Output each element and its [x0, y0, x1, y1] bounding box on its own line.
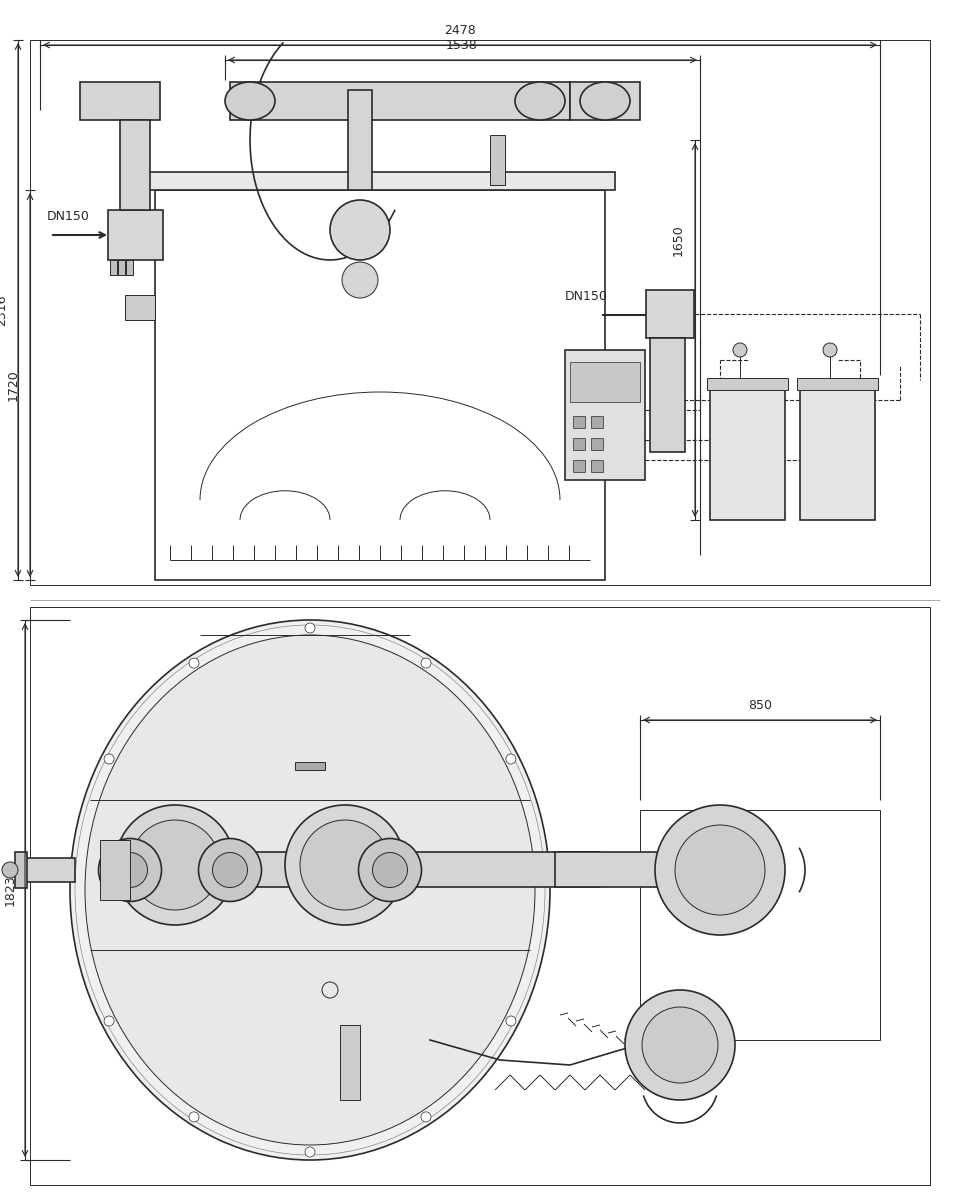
Circle shape [625, 990, 735, 1100]
Circle shape [98, 839, 161, 901]
Bar [126, 260, 133, 275]
Ellipse shape [515, 82, 565, 120]
Bar [15, 852, 27, 888]
Circle shape [330, 200, 390, 260]
Text: DN150: DN150 [47, 210, 90, 223]
Bar [145, 172, 615, 190]
Bar [110, 260, 117, 275]
Bar [100, 840, 130, 900]
Circle shape [506, 1016, 516, 1026]
Circle shape [189, 1112, 199, 1122]
Bar [340, 1025, 360, 1100]
Bar [640, 810, 880, 1040]
Bar [591, 438, 603, 450]
Bar [25, 858, 75, 882]
Circle shape [421, 658, 431, 668]
Circle shape [655, 805, 785, 935]
Bar [591, 460, 603, 472]
Text: 1823: 1823 [4, 874, 17, 906]
Bar [120, 852, 600, 887]
Circle shape [305, 623, 315, 634]
Circle shape [675, 826, 765, 914]
Circle shape [421, 1112, 431, 1122]
Circle shape [372, 852, 408, 888]
Circle shape [2, 862, 18, 878]
Bar [573, 460, 585, 472]
Circle shape [113, 852, 147, 888]
Bar [30, 607, 930, 1186]
Circle shape [642, 1007, 718, 1082]
Ellipse shape [225, 82, 275, 120]
Ellipse shape [70, 620, 550, 1160]
Bar [570, 82, 640, 120]
Circle shape [104, 1016, 114, 1026]
Circle shape [823, 343, 837, 358]
Bar [555, 852, 675, 887]
Circle shape [199, 839, 262, 901]
Bar [30, 40, 930, 584]
Circle shape [506, 754, 516, 764]
Text: 1538: 1538 [446, 38, 478, 52]
Circle shape [130, 820, 220, 910]
Circle shape [305, 1147, 315, 1157]
Text: 1720: 1720 [7, 370, 20, 401]
Circle shape [189, 658, 199, 668]
Text: 2316: 2316 [0, 294, 8, 325]
Bar [230, 82, 570, 120]
Circle shape [115, 805, 235, 925]
Bar [800, 390, 875, 520]
Bar [710, 390, 785, 520]
Circle shape [300, 820, 390, 910]
Text: DN150: DN150 [565, 290, 608, 302]
Circle shape [285, 805, 405, 925]
Bar [797, 378, 878, 390]
Bar [573, 416, 585, 428]
Bar [573, 438, 585, 450]
Ellipse shape [85, 635, 535, 1145]
Bar [80, 82, 160, 120]
Bar [125, 295, 155, 320]
Bar [348, 90, 372, 190]
Text: 850: 850 [748, 698, 772, 712]
Bar [591, 416, 603, 428]
Bar [120, 120, 150, 210]
Bar [118, 260, 125, 275]
Bar [707, 378, 788, 390]
Bar [565, 350, 645, 480]
Ellipse shape [580, 82, 630, 120]
Bar [646, 290, 694, 338]
Bar [650, 338, 685, 452]
Circle shape [213, 852, 247, 888]
Circle shape [358, 839, 421, 901]
Bar [570, 362, 640, 402]
Circle shape [733, 343, 747, 358]
Bar [295, 762, 325, 770]
Bar [490, 134, 505, 185]
Bar [155, 190, 605, 580]
Circle shape [104, 754, 114, 764]
Bar [108, 210, 163, 260]
Text: 1650: 1650 [672, 224, 685, 256]
Circle shape [342, 262, 378, 298]
Text: 2478: 2478 [444, 24, 476, 37]
